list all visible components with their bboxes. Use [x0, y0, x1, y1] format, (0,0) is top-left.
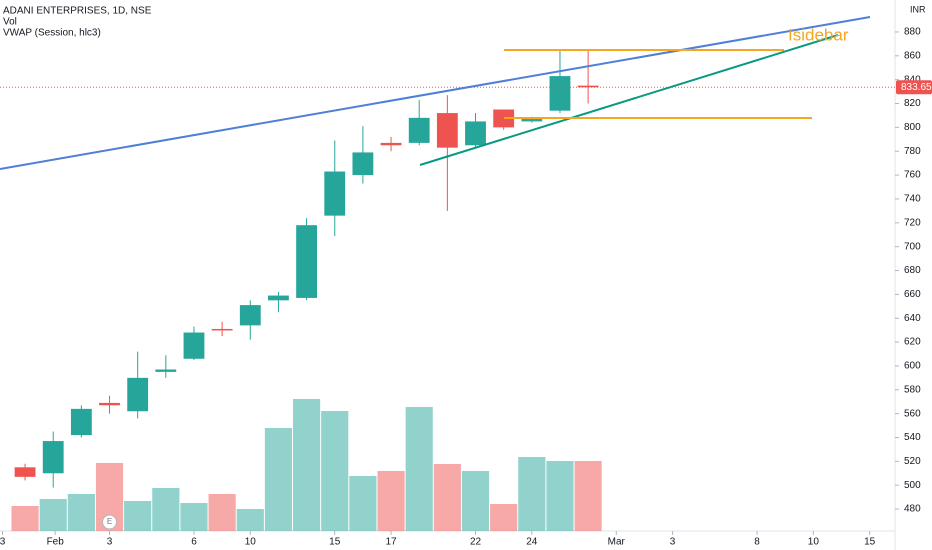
x-tick-label: 22: [470, 537, 482, 548]
candle-body: [577, 85, 599, 88]
y-tick-label: 560: [904, 408, 921, 419]
volume-bar: [11, 506, 39, 531]
y-tick-label: 860: [904, 50, 921, 61]
candle-body: [239, 305, 261, 326]
trend-line: [0, 16, 871, 170]
y-tick-label: 800: [904, 122, 921, 133]
y-tick-label: 520: [904, 456, 921, 467]
candle-body: [42, 441, 64, 474]
y-tick-label: 880: [904, 27, 921, 38]
indicator-label: Vol: [3, 17, 17, 28]
volume-bar: [349, 476, 377, 531]
x-tick-label: Mar: [608, 537, 626, 548]
candle-body: [268, 295, 289, 301]
volume-bar: [546, 461, 574, 531]
y-tick-label: 540: [904, 432, 921, 443]
last-price-label: 833.65: [901, 82, 932, 93]
volume-bar: [405, 407, 433, 531]
candle-body: [380, 142, 402, 146]
trend-line: [419, 34, 839, 166]
candle-body: [14, 467, 36, 477]
volume-bar: [152, 488, 180, 531]
earnings-marker: [102, 514, 118, 530]
y-tick-label: 820: [904, 98, 921, 109]
y-tick-label: 620: [904, 337, 921, 348]
volume-bar: [180, 503, 208, 531]
candle-body: [70, 408, 92, 436]
volume-bar: [208, 494, 236, 531]
y-tick-label: 780: [904, 146, 921, 157]
x-tick-label: 8: [754, 537, 760, 548]
volume-bar: [490, 504, 518, 531]
candle-body: [155, 369, 177, 372]
x-tick-label: 3: [0, 537, 6, 548]
volume-bar: [293, 399, 321, 531]
volume-bar: [124, 501, 152, 531]
x-tick-label: 3: [670, 537, 676, 548]
candle-body: [352, 152, 374, 176]
x-tick-label: 15: [329, 537, 341, 548]
volume-bar: [264, 428, 293, 531]
volume-bar: [574, 461, 602, 531]
y-tick-label: 480: [904, 504, 921, 515]
y-tick-label: 840: [904, 74, 921, 85]
candle-body: [183, 332, 205, 359]
currency-label: INR: [910, 4, 926, 14]
y-tick-label: 760: [904, 170, 921, 181]
indicator-label: VWAP (Session, hlc3): [3, 28, 101, 39]
volume-bar: [39, 499, 67, 531]
earnings-label: E: [107, 517, 112, 526]
y-tick-label: 500: [904, 480, 921, 491]
y-tick-label: 680: [904, 265, 921, 276]
x-tick-label: 15: [864, 537, 876, 548]
volume-bar: [236, 509, 264, 531]
candle-body: [493, 109, 515, 128]
candle-body: [521, 119, 543, 122]
y-tick-label: 660: [904, 289, 921, 300]
candle-body: [127, 377, 149, 412]
y-tick-label: 700: [904, 241, 921, 252]
candle-body: [549, 76, 571, 111]
x-tick-label: 10: [245, 537, 257, 548]
y-tick-label: 580: [904, 384, 921, 395]
x-tick-label: 3: [107, 537, 113, 548]
candle-body: [296, 225, 318, 298]
y-tick-label: 740: [904, 194, 921, 205]
y-tick-label: 720: [904, 217, 921, 228]
volume-bar: [461, 471, 490, 531]
x-tick-label: 24: [526, 537, 538, 548]
drawings: [0, 16, 871, 170]
y-tick-label: 640: [904, 313, 921, 324]
volume-bar: [377, 471, 405, 531]
x-tick-label: 10: [808, 537, 820, 548]
candle-body: [408, 117, 430, 143]
chart-title: ADANI ENTERPRISES, 1D, NSE: [3, 6, 152, 17]
volume-bar: [67, 494, 95, 531]
volume-bar: [433, 464, 461, 531]
last-price-box: [896, 80, 932, 95]
candle-body: [211, 328, 233, 331]
y-tick-label: 600: [904, 361, 921, 372]
candle-body: [324, 171, 346, 216]
x-tick-label: 6: [191, 537, 197, 548]
x-tick-label: Feb: [47, 537, 65, 548]
watermark: Isidebar: [788, 25, 849, 44]
volume-bar: [321, 411, 349, 531]
candle-body: [436, 113, 458, 148]
volume-bar: [518, 457, 546, 531]
x-tick-label: 17: [385, 537, 397, 548]
candle-body: [465, 121, 486, 146]
candle-body: [99, 402, 120, 406]
